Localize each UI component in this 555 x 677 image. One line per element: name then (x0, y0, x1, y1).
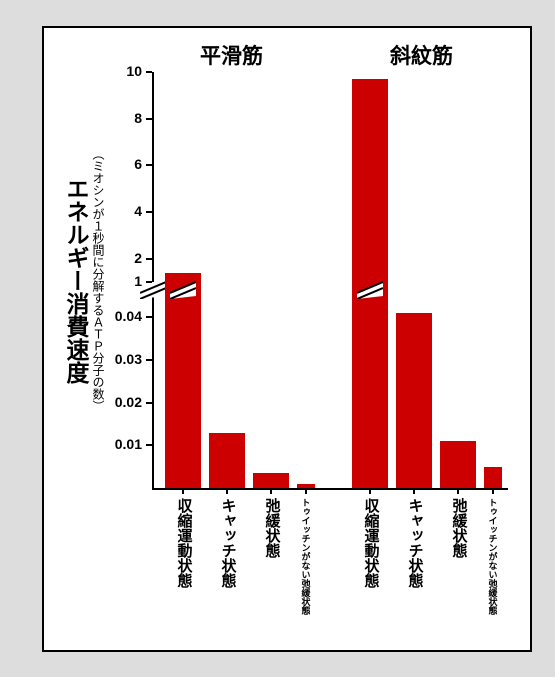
x-axis-label: 弛緩状態 (449, 498, 470, 558)
x-axis-label: キャッチ状態 (218, 498, 239, 588)
y-tick-label: 0.04 (102, 308, 142, 324)
y-tick-label: 10 (102, 63, 142, 79)
x-axis-label: トゥイッチンがない弛緩状態 (300, 498, 313, 615)
y-tick-mark (146, 118, 152, 120)
y-tick-mark (146, 211, 152, 213)
x-axis-label: トゥイッチンがない弛緩状態 (487, 498, 500, 615)
x-tick-mark (492, 488, 494, 494)
bar (440, 441, 476, 488)
x-tick-mark (305, 488, 307, 494)
group-title: 斜紋筋 (390, 40, 453, 70)
x-tick-mark (182, 488, 184, 494)
y-tick-label: 0.03 (102, 351, 142, 367)
axis-break-icon (357, 279, 383, 299)
y-tick-label: 0.02 (102, 394, 142, 410)
bar (165, 273, 201, 488)
y-tick-label: 8 (102, 110, 142, 126)
y-axis-label-main: エネルギー消費速度 (59, 130, 93, 430)
x-axis-label: 弛緩状態 (262, 498, 283, 558)
x-tick-mark (457, 488, 459, 494)
axis-break-icon (140, 279, 166, 299)
y-tick-mark (146, 402, 152, 404)
chart-root: エネルギー消費速度 （ミオシンが１秒間に分解するＡＴＰ分子の数） 1086421… (0, 0, 555, 677)
x-tick-mark (270, 488, 272, 494)
x-axis-label: 収縮運動状態 (361, 498, 382, 588)
y-axis-line-upper (152, 72, 154, 282)
x-tick-mark (413, 488, 415, 494)
y-tick-label: 1 (102, 273, 142, 289)
x-tick-mark (369, 488, 371, 494)
x-tick-mark (226, 488, 228, 494)
bar (253, 473, 289, 488)
y-tick-mark (146, 258, 152, 260)
x-axis-label: キャッチ状態 (405, 498, 426, 588)
y-tick-label: 2 (102, 250, 142, 266)
y-tick-mark (146, 71, 152, 73)
y-tick-label: 6 (102, 156, 142, 172)
bar (209, 433, 245, 488)
axis-break-icon (170, 279, 196, 299)
group-title: 平滑筋 (200, 40, 263, 70)
x-axis-line (152, 488, 508, 490)
y-tick-mark (146, 164, 152, 166)
y-axis-line-lower (152, 296, 154, 488)
bar (396, 313, 432, 488)
y-tick-mark (146, 444, 152, 446)
x-axis-label: 収縮運動状態 (174, 498, 195, 588)
y-tick-mark (146, 359, 152, 361)
bar (484, 467, 502, 488)
y-tick-label: 0.01 (102, 436, 142, 452)
y-tick-label: 4 (102, 203, 142, 219)
y-tick-mark (146, 316, 152, 318)
